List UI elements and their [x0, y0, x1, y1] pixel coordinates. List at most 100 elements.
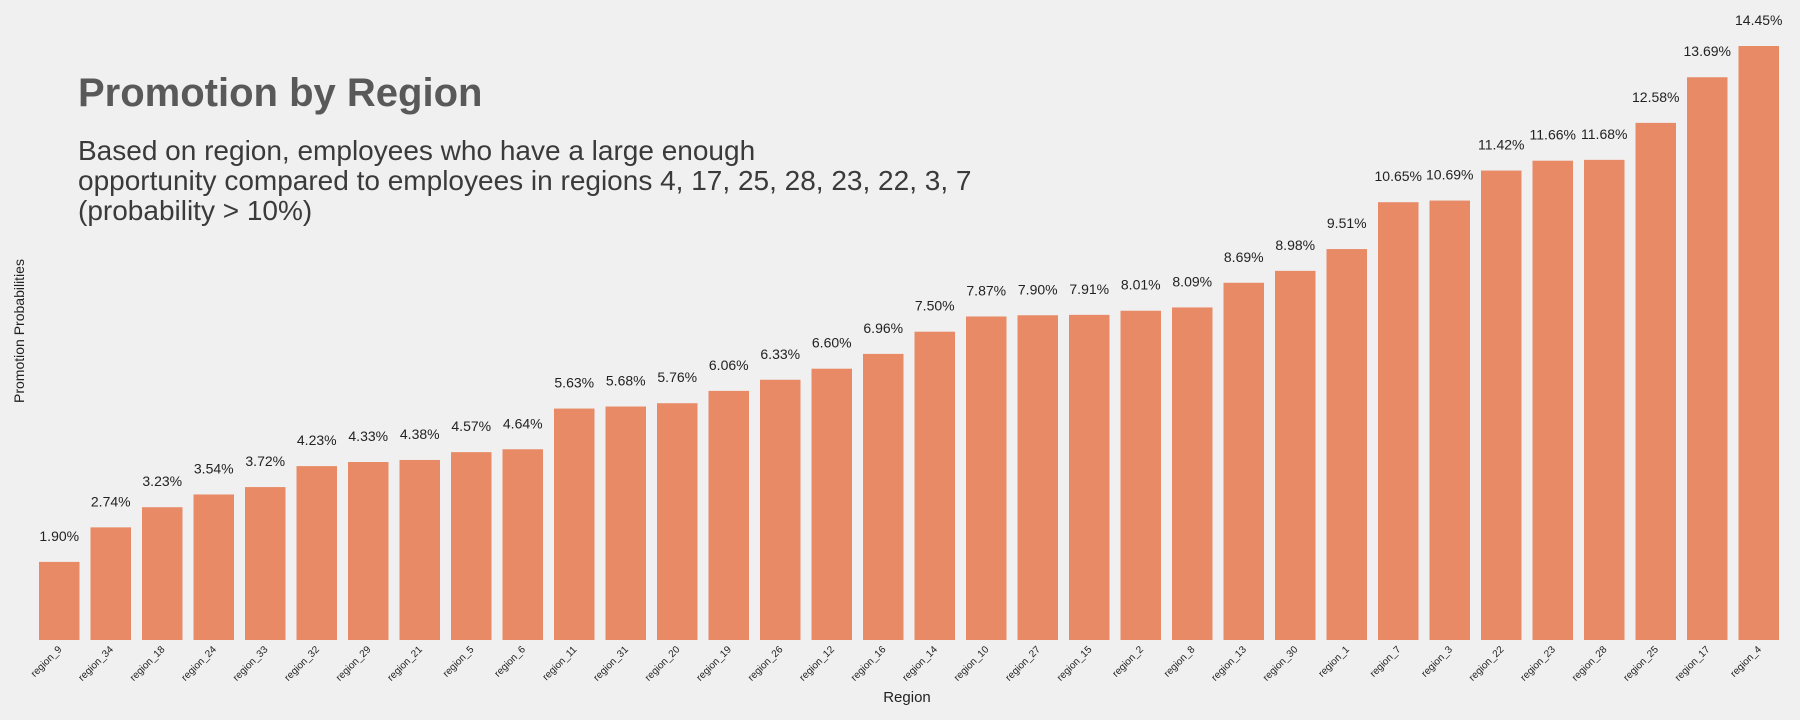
x-tick-region-23: region_23 [1519, 644, 1559, 684]
bar-region-4 [1738, 46, 1779, 640]
value-label-region-16: 6.96% [863, 320, 903, 336]
bar-region-6 [502, 449, 543, 640]
bar-region-11 [554, 408, 595, 640]
x-tick-region-30: region_30 [1261, 644, 1301, 684]
x-tick-region-29: region_29 [334, 644, 374, 684]
x-tick-region-18: region_18 [128, 644, 168, 684]
x-tick-region-7: region_7 [1368, 644, 1404, 680]
bar-region-33 [245, 487, 286, 640]
bar-region-13 [1223, 282, 1264, 640]
value-label-region-21: 4.38% [400, 426, 440, 442]
value-label-region-24: 3.54% [194, 460, 234, 476]
value-label-region-3: 10.69% [1426, 167, 1473, 183]
bar-region-26 [760, 379, 801, 640]
value-label-region-23: 11.66% [1530, 127, 1576, 143]
bar-region-21 [399, 459, 440, 640]
bars-group [39, 46, 1779, 641]
x-tick-region-19: region_19 [695, 644, 735, 684]
x-tick-region-26: region_26 [746, 644, 786, 684]
value-label-region-20: 5.76% [657, 369, 697, 385]
x-tick-region-31: region_31 [592, 644, 632, 684]
x-tick-region-21: region_21 [386, 644, 426, 684]
bar-region-15 [1069, 314, 1110, 640]
bar-region-27 [1017, 315, 1058, 640]
bar-region-20 [657, 403, 698, 640]
chart-subtitle-line-1: Based on region, employees who have a la… [78, 135, 755, 166]
x-tick-region-17: region_17 [1673, 644, 1713, 684]
x-tick-region-10: region_10 [952, 644, 992, 684]
chart-subtitle-line-2: opportunity compared to employees in reg… [78, 165, 971, 196]
value-labels-group: 1.90% 2.74% 3.23% 3.54% 3.72% 4.23% 4.33% 4.38%… [39, 12, 1782, 544]
value-label-region-30: 8.98% [1275, 237, 1315, 253]
value-label-region-6: 4.64% [503, 415, 543, 431]
x-tick-region-5: region_5 [441, 644, 477, 680]
chart-subtitle-line-3: (probability > 10%) [78, 195, 312, 226]
value-label-region-26: 6.33% [760, 346, 800, 362]
bar-region-19 [708, 390, 749, 640]
x-tick-region-22: region_22 [1467, 644, 1507, 684]
value-label-region-15: 7.91% [1069, 281, 1109, 297]
bar-region-28 [1584, 159, 1625, 640]
value-label-region-14: 7.50% [915, 298, 955, 314]
x-tick-region-24: region_24 [180, 644, 220, 684]
bar-region-3 [1429, 200, 1470, 640]
bar-region-1 [1326, 249, 1367, 641]
value-label-region-5: 4.57% [451, 418, 491, 434]
value-label-region-1: 9.51% [1327, 215, 1367, 231]
value-label-region-31: 5.68% [606, 373, 646, 389]
bar-region-25 [1635, 122, 1676, 640]
bar-region-24 [193, 494, 234, 640]
bar-region-5 [451, 452, 492, 640]
x-tick-region-9: region_9 [29, 644, 65, 680]
bar-region-32 [296, 466, 337, 640]
value-label-region-19: 6.06% [709, 357, 749, 373]
y-axis-label: Promotion Probabilities [11, 259, 27, 403]
value-label-region-32: 4.23% [297, 432, 337, 448]
value-label-region-18: 3.23% [142, 473, 182, 489]
bar-region-18 [142, 507, 183, 640]
chart-title: Promotion by Region [78, 71, 482, 115]
bar-region-29 [348, 462, 389, 640]
x-tick-region-3: region_3 [1420, 644, 1456, 680]
x-tick-region-33: region_33 [231, 644, 271, 684]
x-tick-region-28: region_28 [1570, 644, 1610, 684]
bar-region-17 [1687, 77, 1728, 641]
bar-region-8 [1172, 307, 1213, 640]
x-tick-region-27: region_27 [1004, 644, 1044, 684]
bar-region-14 [914, 331, 955, 640]
value-label-region-33: 3.72% [245, 453, 285, 469]
value-label-region-29: 4.33% [348, 428, 388, 444]
x-tick-region-20: region_20 [643, 644, 683, 684]
x-tick-region-8: region_8 [1162, 644, 1198, 680]
bar-region-2 [1120, 310, 1161, 640]
value-label-region-11: 5.63% [554, 375, 594, 391]
bar-region-34 [90, 527, 131, 640]
bar-region-23 [1532, 160, 1573, 640]
x-tick-region-25: region_25 [1622, 644, 1662, 684]
x-tick-region-14: region_14 [901, 644, 941, 684]
value-label-region-13: 8.69% [1224, 249, 1264, 265]
x-tick-labels-group: region_9 region_34 region_18 region_24 regio… [29, 644, 1764, 684]
value-label-region-10: 7.87% [966, 282, 1006, 298]
bar-region-7 [1378, 202, 1419, 640]
value-label-region-9: 1.90% [39, 528, 79, 544]
value-label-region-12: 6.60% [812, 335, 852, 351]
value-label-region-4: 14.45% [1735, 12, 1782, 28]
value-label-region-7: 10.65% [1375, 168, 1422, 184]
x-tick-region-15: region_15 [1055, 644, 1095, 684]
value-label-region-27: 7.90% [1018, 281, 1058, 297]
value-label-region-22: 11.42% [1478, 137, 1524, 153]
x-tick-region-2: region_2 [1111, 644, 1147, 680]
x-axis-label: Region [883, 689, 931, 706]
value-label-region-25: 12.58% [1632, 89, 1679, 105]
bar-region-9 [39, 561, 80, 640]
bar-region-22 [1481, 170, 1522, 640]
x-tick-region-13: region_13 [1210, 644, 1250, 684]
bar-region-31 [605, 406, 646, 640]
bar-region-30 [1275, 270, 1316, 640]
value-label-region-17: 13.69% [1684, 43, 1731, 59]
x-tick-region-11: region_11 [541, 644, 580, 683]
bar-region-16 [863, 353, 904, 640]
x-tick-region-12: region_12 [798, 644, 838, 684]
